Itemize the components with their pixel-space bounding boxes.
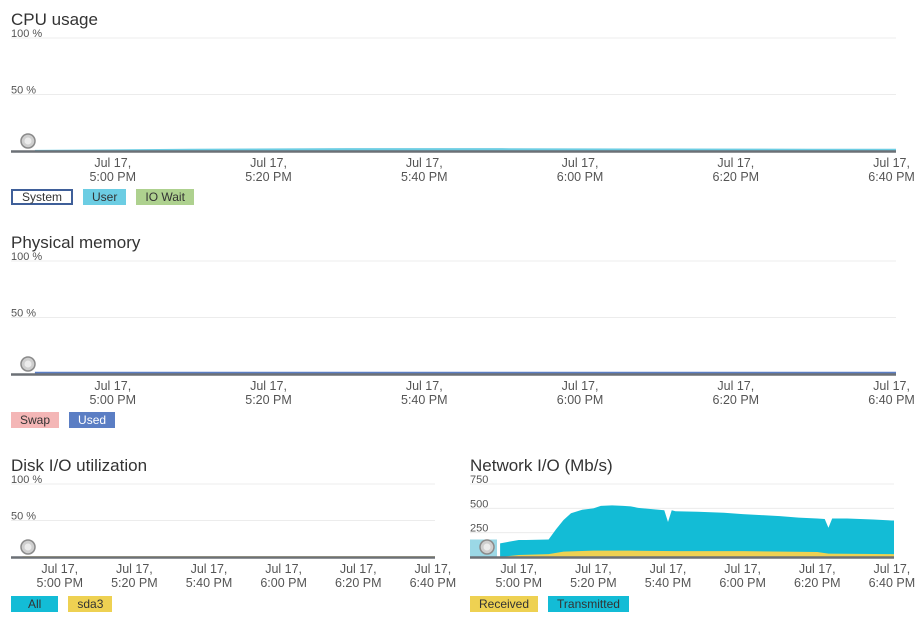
y-tick-label: 750: [470, 474, 488, 486]
x-tick-date: Jul 17,: [94, 156, 131, 170]
x-tick-date: Jul 17,: [406, 156, 443, 170]
x-tick-time: 5:20 PM: [245, 393, 292, 407]
x-tick-date: Jul 17,: [650, 562, 687, 576]
range-handle-icon: [479, 539, 495, 555]
x-tick-date: Jul 17,: [116, 562, 153, 576]
x-tick-time: 6:00 PM: [557, 393, 604, 407]
y-tick-label: 50 %: [11, 85, 36, 97]
x-tick-time: 5:40 PM: [186, 576, 233, 590]
x-tick-date: Jul 17,: [250, 156, 287, 170]
range-handle-inner: [483, 543, 491, 551]
legend-swap[interactable]: Swap: [11, 412, 60, 428]
network-io-legend: Received Transmitted: [470, 596, 629, 612]
range-handle-inner: [24, 360, 32, 368]
x-tick-time: 5:40 PM: [401, 170, 448, 184]
x-tick-time: 6:20 PM: [713, 170, 760, 184]
cpu-usage-panel: CPU usage 100 % 50 % Jul 17, 5:00 PM Jul 17,…: [11, 0, 915, 210]
legend-system[interactable]: System: [11, 189, 74, 205]
x-tick-date: Jul 17,: [575, 562, 612, 576]
x-tick-time: 6:40 PM: [410, 576, 457, 590]
range-handle-inner: [24, 137, 32, 145]
x-tick-time: 5:20 PM: [570, 576, 617, 590]
x-tick-time: 6:20 PM: [794, 576, 841, 590]
legend-user[interactable]: User: [83, 189, 127, 205]
x-tick-time: 5:00 PM: [89, 170, 136, 184]
x-tick-date: Jul 17,: [191, 562, 228, 576]
y-tick-label: 50 %: [11, 511, 36, 523]
x-tick-time: 5:40 PM: [401, 393, 448, 407]
x-tick-date: Jul 17,: [873, 156, 910, 170]
legend-used[interactable]: Used: [69, 412, 116, 428]
x-tick-date: Jul 17,: [562, 379, 599, 393]
x-tick-date: Jul 17,: [873, 379, 910, 393]
x-tick-time: 6:40 PM: [868, 393, 915, 407]
x-tick-time: 6:20 PM: [713, 393, 760, 407]
x-tick-time: 6:20 PM: [335, 576, 382, 590]
y-tick-label: 500: [470, 498, 488, 510]
x-tick-time: 6:00 PM: [557, 170, 604, 184]
physical-memory-title: Physical memory: [11, 233, 141, 252]
x-tick-time: 5:00 PM: [495, 576, 542, 590]
y-tick-label: 250: [470, 523, 488, 535]
network-io-title: Network I/O (Mb/s): [470, 456, 613, 475]
legend-received[interactable]: Received: [470, 596, 539, 612]
x-tick-time: 6:00 PM: [260, 576, 307, 590]
cpu-usage-title: CPU usage: [11, 10, 98, 29]
x-tick-date: Jul 17,: [340, 562, 377, 576]
range-handle-icon: [20, 356, 36, 372]
series-area-received: [500, 550, 894, 557]
x-tick-date: Jul 17,: [414, 562, 451, 576]
x-tick-time: 5:20 PM: [245, 170, 292, 184]
x-tick-date: Jul 17,: [873, 562, 910, 576]
legend-transmitted[interactable]: Transmitted: [548, 596, 629, 612]
x-tick-time: 5:00 PM: [89, 393, 136, 407]
range-handle-icon: [20, 133, 36, 149]
legend-all[interactable]: All: [11, 596, 59, 612]
x-tick-date: Jul 17,: [799, 562, 836, 576]
series-area-transmitted: [500, 505, 894, 557]
disk-io-panel: Disk I/O utilization 100 % 50 % Jul 17, 5:0…: [11, 446, 456, 616]
x-tick-time: 6:40 PM: [868, 170, 915, 184]
x-tick-date: Jul 17,: [250, 379, 287, 393]
y-tick-label: 100 %: [11, 251, 42, 263]
x-tick-date: Jul 17,: [717, 379, 754, 393]
x-tick-date: Jul 17,: [94, 379, 131, 393]
legend-sda3[interactable]: sda3: [68, 596, 113, 612]
x-tick-time: 6:40 PM: [869, 576, 916, 590]
x-tick-date: Jul 17,: [265, 562, 302, 576]
y-tick-label: 50 %: [11, 308, 36, 320]
x-tick-time: 5:00 PM: [36, 576, 83, 590]
x-tick-date: Jul 17,: [562, 156, 599, 170]
cpu-usage-legend: System User IO Wait: [11, 189, 194, 205]
network-io-panel: Network I/O (Mb/s) 750 500 250 Jul 17, 5:00 …: [470, 446, 915, 616]
y-tick-label: 100 %: [11, 28, 42, 40]
disk-io-legend: All sda3: [11, 596, 113, 612]
x-tick-date: Jul 17,: [724, 562, 761, 576]
x-tick-time: 5:40 PM: [645, 576, 692, 590]
x-tick-date: Jul 17,: [406, 379, 443, 393]
x-tick-date: Jul 17,: [500, 562, 537, 576]
x-tick-date: Jul 17,: [717, 156, 754, 170]
x-tick-date: Jul 17,: [41, 562, 78, 576]
disk-io-title: Disk I/O utilization: [11, 456, 148, 475]
legend-io-wait[interactable]: IO Wait: [136, 189, 194, 205]
physical-memory-panel: Physical memory 100 % 50 % Jul 17, 5:00 PM J…: [11, 223, 915, 433]
range-handle-inner: [24, 543, 32, 551]
range-handle-icon: [20, 539, 36, 555]
x-tick-time: 5:20 PM: [111, 576, 158, 590]
x-tick-time: 6:00 PM: [719, 576, 766, 590]
physical-memory-legend: Swap Used: [11, 412, 116, 428]
y-tick-label: 100 %: [11, 474, 42, 486]
